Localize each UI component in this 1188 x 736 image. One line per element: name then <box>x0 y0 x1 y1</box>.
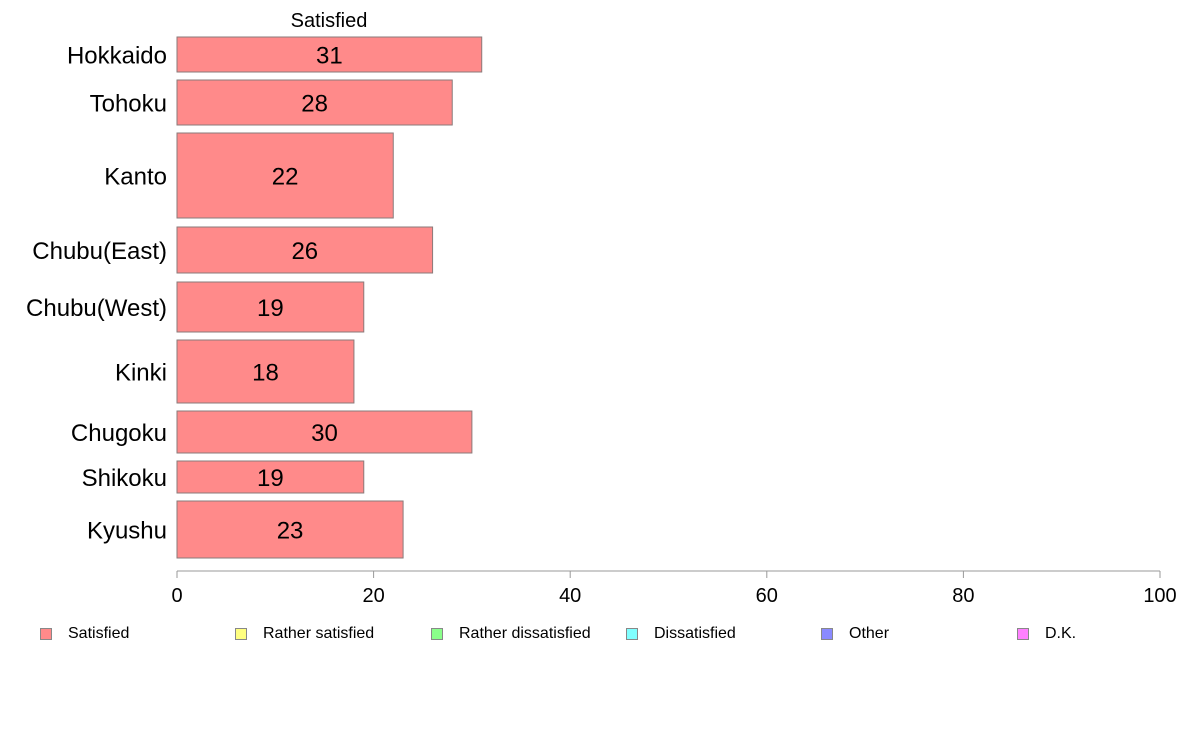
legend-item: Other <box>821 623 889 645</box>
bar-kyushu <box>176 500 404 559</box>
category-label: Kanto <box>104 164 167 191</box>
legend-swatch <box>235 628 247 640</box>
x-tick-label: 0 <box>171 585 182 607</box>
category-label: Shikoku <box>82 465 167 492</box>
category-label: Chugoku <box>71 420 167 447</box>
legend-item: Rather satisfied <box>235 623 374 645</box>
category-label: Chubu(East) <box>32 238 167 265</box>
category-label: Hokkaido <box>67 43 167 70</box>
data-label: 26 <box>291 238 318 265</box>
bar-chubueast <box>176 226 434 274</box>
legend-item: Rather dissatisfied <box>431 623 591 645</box>
data-label: 18 <box>252 360 279 387</box>
legend-swatch <box>1017 628 1029 640</box>
bar-shikoku <box>176 460 365 494</box>
x-tick-label: 20 <box>362 585 384 607</box>
bar-kanto <box>176 132 394 219</box>
legend-swatch <box>821 628 833 640</box>
data-label: 19 <box>257 295 284 322</box>
x-tick-label: 40 <box>559 585 581 607</box>
bar-chugoku <box>176 410 473 454</box>
legend-item: Satisfied <box>40 623 129 645</box>
legend-label: Dissatisfied <box>654 625 736 642</box>
data-label: 22 <box>272 164 299 191</box>
category-label: Kyushu <box>87 518 167 545</box>
x-tick-label: 60 <box>756 585 778 607</box>
legend-label: Rather dissatisfied <box>459 625 591 642</box>
legend-item: Dissatisfied <box>626 623 736 645</box>
legend-label: D.K. <box>1045 625 1077 642</box>
x-tick-label: 100 <box>1143 585 1176 607</box>
bar-tohoku <box>176 79 453 126</box>
x-tick-label: 80 <box>952 585 974 607</box>
bar-hokkaido <box>176 36 483 73</box>
data-label: 19 <box>257 465 284 492</box>
category-label: Tohoku <box>90 91 167 118</box>
bar-chubuwest <box>176 281 365 333</box>
category-label: Kinki <box>115 360 167 387</box>
bar-kinki <box>176 339 355 404</box>
legend-swatch <box>626 628 638 640</box>
legend-swatch <box>431 628 443 640</box>
legend-label: Other <box>849 625 890 642</box>
legend: Satisfied Rather satisfied Rather dissatis… <box>0 623 1188 647</box>
data-label: 31 <box>316 43 343 70</box>
category-label: Chubu(West) <box>26 295 167 322</box>
data-label: 23 <box>277 518 304 545</box>
legend-item: D.K. <box>1017 623 1076 645</box>
data-label: 28 <box>301 91 328 118</box>
column-header: Satisfied <box>291 10 368 32</box>
data-label: 30 <box>311 420 338 447</box>
legend-label: Rather satisfied <box>263 625 375 642</box>
legend-swatch <box>40 628 52 640</box>
legend-label: Satisfied <box>68 625 130 642</box>
